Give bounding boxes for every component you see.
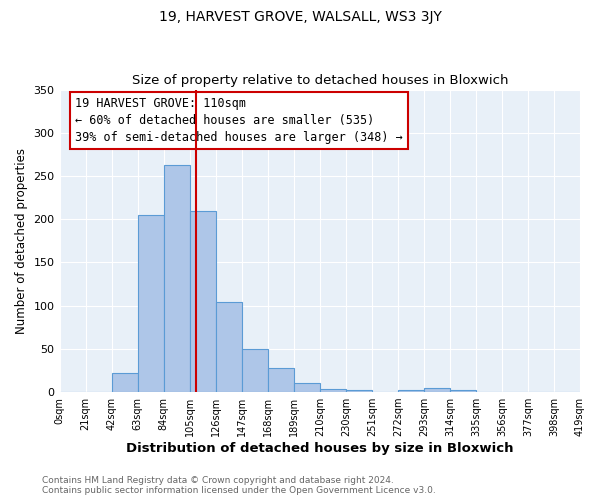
Bar (190, 210, 215, 392)
Bar (215, 302, 242, 392)
Text: 19 HARVEST GROVE: 110sqm
← 60% of detached houses are smaller (535)
39% of semi-: 19 HARVEST GROVE: 110sqm ← 60% of detach… (75, 97, 403, 144)
Text: 19, HARVEST GROVE, WALSALL, WS3 3JY: 19, HARVEST GROVE, WALSALL, WS3 3JY (158, 10, 442, 24)
Bar (268, 368, 294, 392)
Title: Size of property relative to detached houses in Bloxwich: Size of property relative to detached ho… (131, 74, 508, 87)
Bar (294, 384, 320, 392)
Bar (320, 388, 346, 392)
Bar (164, 165, 190, 392)
Y-axis label: Number of detached properties: Number of detached properties (15, 148, 28, 334)
Bar (450, 390, 476, 392)
X-axis label: Distribution of detached houses by size in Bloxwich: Distribution of detached houses by size … (126, 442, 514, 455)
Text: Contains HM Land Registry data © Crown copyright and database right 2024.
Contai: Contains HM Land Registry data © Crown c… (42, 476, 436, 495)
Bar (346, 390, 372, 392)
Bar (398, 390, 424, 392)
Bar (424, 388, 450, 392)
Bar (137, 215, 164, 392)
Bar (242, 349, 268, 392)
Bar (112, 373, 137, 392)
